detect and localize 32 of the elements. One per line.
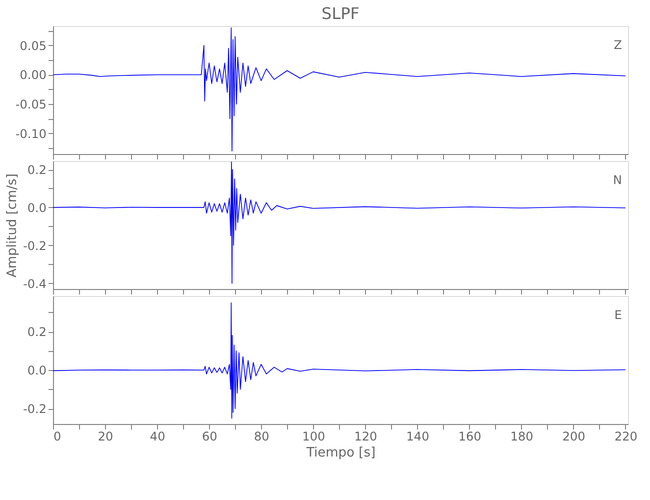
annotation: N bbox=[613, 173, 622, 187]
y-tick-label: 0.05 bbox=[20, 38, 46, 53]
y-tick-label: -0.4 bbox=[23, 276, 46, 291]
x-axis-title: Tiempo [s] bbox=[305, 446, 376, 460]
chart-title: SLPF bbox=[322, 4, 360, 23]
y-tick-label: -0.05 bbox=[15, 98, 46, 112]
y-tick-label: 0.00 bbox=[20, 68, 46, 82]
y-axis-title: Amplitud [cm/s] bbox=[5, 174, 20, 278]
x-tick-label: 160 bbox=[458, 430, 482, 444]
y-tick-label: -0.2 bbox=[23, 402, 46, 416]
x-tick-label: 120 bbox=[354, 430, 378, 444]
line-series bbox=[53, 302, 626, 419]
line-series bbox=[53, 27, 626, 152]
line-series bbox=[53, 162, 626, 284]
x-tick-label: 0 bbox=[54, 430, 62, 444]
x-tick-label: 40 bbox=[150, 430, 166, 444]
x-tick-label: 80 bbox=[254, 430, 270, 444]
y-tick-label: -0.2 bbox=[23, 238, 46, 253]
x-tick-label: 140 bbox=[406, 430, 430, 444]
y-tick-label: -0.10 bbox=[15, 126, 46, 141]
x-tick-label: 220 bbox=[614, 430, 638, 444]
x-tick-label: 100 bbox=[302, 430, 326, 444]
annotation: E bbox=[614, 308, 622, 322]
x-tick-label: 60 bbox=[202, 430, 218, 444]
annotation: Z bbox=[614, 38, 622, 52]
x-tick-label: 180 bbox=[510, 430, 534, 444]
y-tick-label: 0.2 bbox=[27, 163, 46, 178]
x-tick-label: 200 bbox=[562, 430, 586, 444]
y-tick-label: 0.2 bbox=[27, 325, 46, 340]
x-tick-label: 20 bbox=[98, 430, 114, 444]
y-tick-label: 0.0 bbox=[27, 364, 46, 378]
y-tick-label: 0.0 bbox=[27, 200, 46, 215]
